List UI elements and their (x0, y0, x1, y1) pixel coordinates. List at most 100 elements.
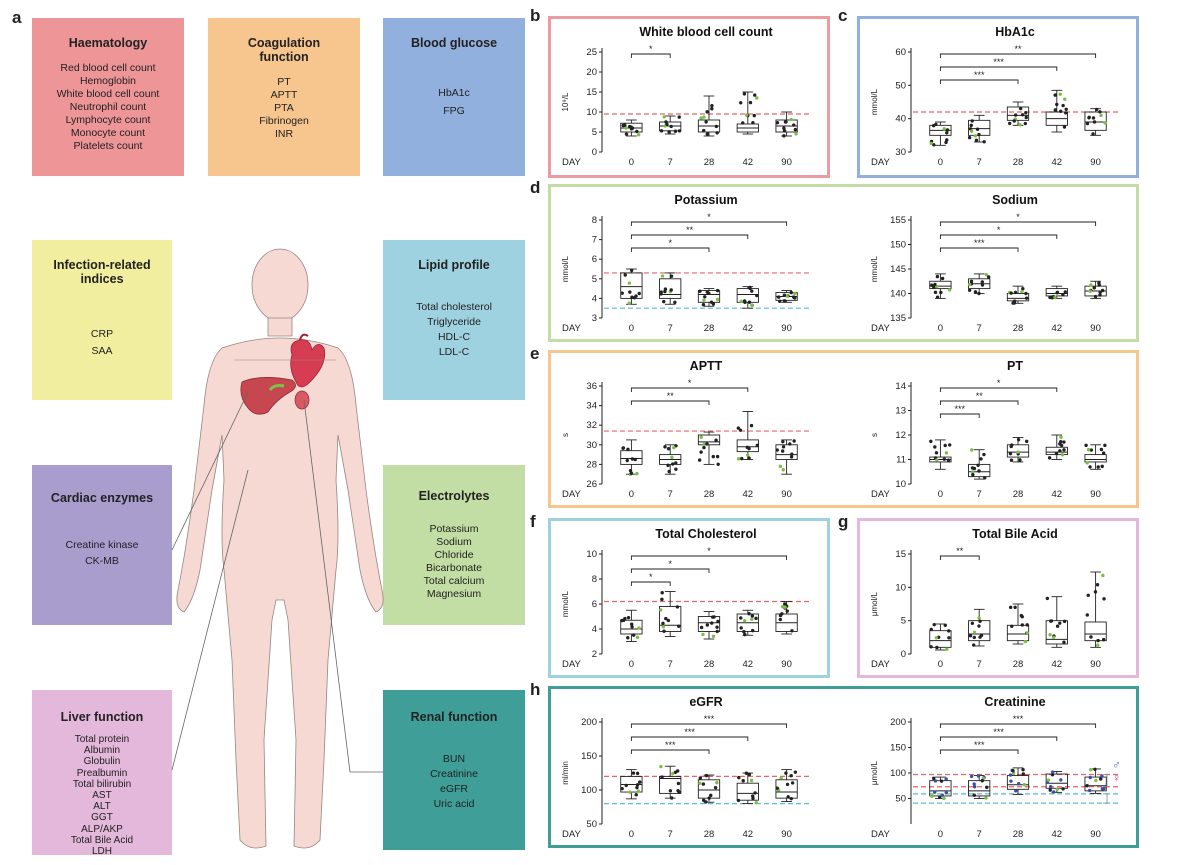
category-item: Creatinine (430, 768, 478, 780)
x-tick-label: 42 (743, 489, 754, 500)
category-item: HDL-C (437, 331, 471, 343)
box (1006, 775, 1030, 790)
data-point (789, 796, 793, 801)
data-point (1025, 439, 1029, 444)
data-point (782, 293, 787, 297)
data-point (972, 466, 977, 471)
category-item: Magnesium (426, 588, 482, 600)
data-point (784, 120, 788, 124)
data-point (1064, 107, 1068, 111)
category-item: Prealbumin (76, 767, 128, 779)
data-point (1087, 788, 1092, 793)
data-point (1089, 283, 1093, 287)
data-point (638, 780, 642, 784)
data-point (745, 445, 750, 450)
data-point (970, 448, 974, 452)
chart-title: Creatinine (984, 695, 1045, 709)
category-item: Sodium (436, 536, 472, 548)
x-tick-label: 90 (781, 157, 792, 168)
data-point (634, 294, 638, 298)
data-point (1088, 775, 1092, 780)
data-point (1048, 784, 1053, 789)
x-tick-label: 7 (977, 323, 982, 334)
data-point (984, 796, 988, 800)
data-point (1048, 295, 1052, 300)
x-tick-label: 28 (704, 323, 715, 334)
x-tick-label: 0 (629, 489, 634, 500)
data-point (938, 795, 942, 799)
data-point (979, 457, 983, 461)
x-tick-label: 42 (1052, 489, 1063, 500)
data-point (932, 285, 936, 289)
data-point (701, 128, 706, 133)
data-point (635, 129, 639, 134)
x-tick-label: 90 (781, 659, 792, 670)
heart-icon (290, 333, 326, 388)
data-point (750, 303, 754, 308)
y-tick-label: 0 (901, 649, 906, 660)
significance-label: * (997, 378, 1001, 388)
data-point (739, 299, 743, 303)
data-point (1053, 108, 1057, 112)
box (1084, 621, 1107, 642)
data-point (716, 619, 720, 624)
data-point (780, 449, 785, 453)
data-point (629, 471, 634, 475)
data-point (978, 619, 982, 623)
data-point (969, 279, 974, 284)
data-point (1018, 122, 1022, 127)
data-point (741, 779, 745, 783)
category-item: ALP/AKP (81, 823, 123, 835)
x-tick-label: 0 (938, 157, 943, 168)
data-point (1010, 624, 1014, 629)
box (659, 278, 682, 299)
data-point (977, 469, 981, 473)
significance-bracket (630, 400, 710, 405)
box (697, 616, 721, 632)
y-tick-label: 12 (895, 430, 906, 441)
data-point (943, 443, 947, 448)
data-point (1059, 440, 1063, 444)
data-point (987, 275, 991, 279)
data-point (669, 124, 673, 129)
data-point (714, 438, 718, 442)
y-axis-label: 10⁹/L (561, 92, 570, 112)
data-point (715, 629, 719, 634)
data-point (1100, 774, 1104, 778)
y-tick-label: 200 (581, 717, 597, 728)
y-tick-label: 8 (592, 574, 597, 585)
data-point (1021, 287, 1025, 291)
x-tick-label: 28 (1013, 659, 1024, 670)
data-point (620, 786, 624, 791)
data-point (673, 770, 678, 775)
data-point (755, 293, 759, 298)
box (620, 450, 643, 465)
x-tick-label: 42 (1052, 829, 1063, 840)
data-point (739, 101, 743, 105)
data-point (635, 471, 639, 476)
data-point (705, 623, 710, 627)
data-point (672, 445, 676, 450)
data-point (659, 290, 663, 294)
data-point (736, 798, 741, 803)
data-point (1053, 93, 1057, 97)
data-point (755, 443, 760, 448)
data-point (789, 455, 794, 459)
y-tick-label: 100 (581, 785, 597, 796)
category-item: Bicarbonate (425, 562, 483, 574)
y-tick-label: 8 (592, 215, 597, 226)
y-tick-label: 145 (890, 264, 906, 275)
data-point (630, 457, 635, 461)
data-point (660, 591, 664, 595)
data-point (929, 627, 933, 632)
data-point (670, 455, 674, 460)
data-point (1058, 92, 1062, 96)
data-point (1050, 770, 1055, 774)
data-point (669, 288, 673, 292)
data-point (636, 133, 641, 137)
y-tick-label: 40 (895, 114, 906, 125)
x-tick-label: 28 (704, 659, 715, 670)
box (1084, 776, 1107, 792)
data-point (974, 138, 979, 142)
data-point (631, 771, 636, 775)
